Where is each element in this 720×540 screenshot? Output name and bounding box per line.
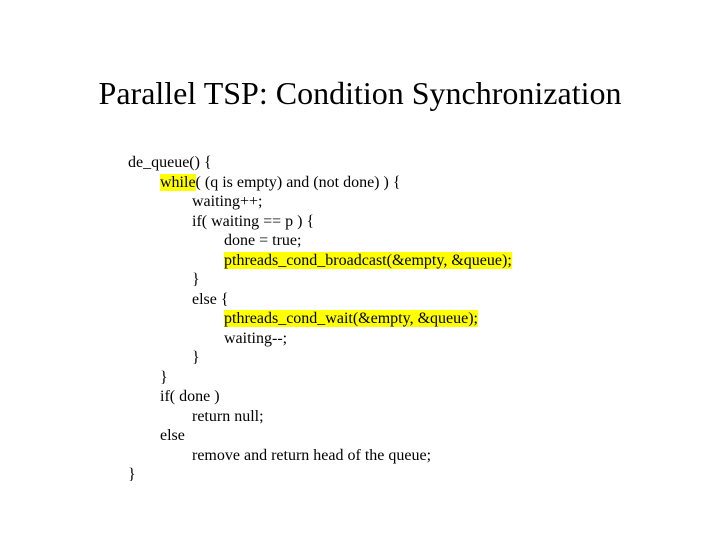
code-line-6-indent xyxy=(128,252,224,269)
code-line-3: waiting++; xyxy=(128,193,262,210)
code-line-2-rest: ( (q is empty) and (not done) ) { xyxy=(196,174,401,191)
keyword-wait: pthreads_cond_wait(&empty, &queue); xyxy=(224,310,478,327)
code-line-1: de_queue() { xyxy=(128,154,212,171)
keyword-broadcast: pthreads_cond_broadcast(&empty, &queue); xyxy=(224,252,512,269)
code-line-10: waiting--; xyxy=(128,330,287,347)
code-line-17: } xyxy=(128,466,136,483)
slide: Parallel TSP: Condition Synchronization … xyxy=(0,0,720,540)
code-line-13: if( done ) xyxy=(128,388,220,405)
keyword-while: while xyxy=(160,174,196,191)
code-line-8: else { xyxy=(128,291,229,308)
code-line-7: } xyxy=(128,271,200,288)
code-line-12: } xyxy=(128,369,168,386)
code-line-9-indent xyxy=(128,310,224,327)
code-line-15: else xyxy=(128,427,185,444)
code-block: de_queue() { while( (q is empty) and (no… xyxy=(128,153,512,485)
code-line-14: return null; xyxy=(128,408,264,425)
code-line-11: } xyxy=(128,349,200,366)
code-line-5: done = true; xyxy=(128,232,301,249)
slide-title: Parallel TSP: Condition Synchronization xyxy=(0,75,720,112)
code-line-2-indent xyxy=(128,174,160,191)
code-line-4: if( waiting == p ) { xyxy=(128,213,314,230)
code-line-16: remove and return head of the queue; xyxy=(128,447,431,464)
